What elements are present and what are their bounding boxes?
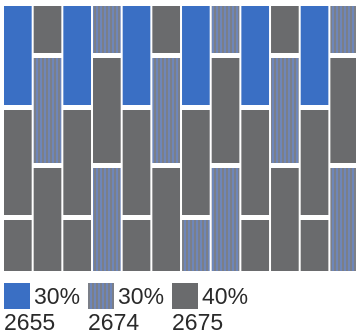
grey-tile <box>241 220 270 271</box>
blue-tile <box>241 6 270 105</box>
blue-tile <box>300 6 329 105</box>
blue-tile <box>63 6 92 105</box>
blue-tile <box>4 6 32 105</box>
striped-tile <box>330 168 356 271</box>
blue-tile <box>182 6 210 105</box>
striped-tile <box>211 168 240 271</box>
striped-tile <box>330 6 356 53</box>
grey-tile <box>33 168 62 271</box>
grey-tile <box>4 220 32 271</box>
grey-tile <box>182 110 210 215</box>
striped-swatch <box>88 283 114 309</box>
legend-code: 2655 <box>4 309 56 335</box>
legend-percent: 30% <box>118 283 165 309</box>
grey-tile <box>93 58 121 163</box>
grey-swatch <box>172 283 198 309</box>
grey-tile <box>271 168 299 271</box>
legend-percent: 40% <box>202 283 249 309</box>
striped-tile <box>93 168 121 271</box>
grey-tile <box>33 6 62 53</box>
grey-tile <box>300 110 329 215</box>
striped-tile <box>211 6 240 53</box>
grey-tile <box>241 110 270 215</box>
legend: 30% 2655 30% 2674 40% 2675 <box>0 278 356 335</box>
grey-tile <box>122 110 151 215</box>
grey-tile <box>63 220 92 271</box>
legend-percent: 30% <box>34 283 81 309</box>
striped-tile <box>271 58 299 163</box>
grey-tile <box>152 6 181 53</box>
legend-code: 2674 <box>88 309 140 335</box>
striped-tile <box>182 220 210 271</box>
grey-tile <box>152 168 181 271</box>
blue-tile <box>122 6 151 105</box>
grey-tile <box>300 220 329 271</box>
striped-tile <box>33 58 62 163</box>
grey-tile <box>122 220 151 271</box>
striped-tile <box>93 6 121 53</box>
legend-code: 2675 <box>172 309 224 335</box>
grey-tile <box>211 58 240 163</box>
grey-tile <box>271 6 299 53</box>
grey-tile <box>330 58 356 163</box>
striped-tile <box>152 58 181 163</box>
grey-tile <box>63 110 92 215</box>
grey-tile <box>4 110 32 215</box>
blue-swatch <box>4 283 30 309</box>
tile-pattern <box>4 6 356 271</box>
